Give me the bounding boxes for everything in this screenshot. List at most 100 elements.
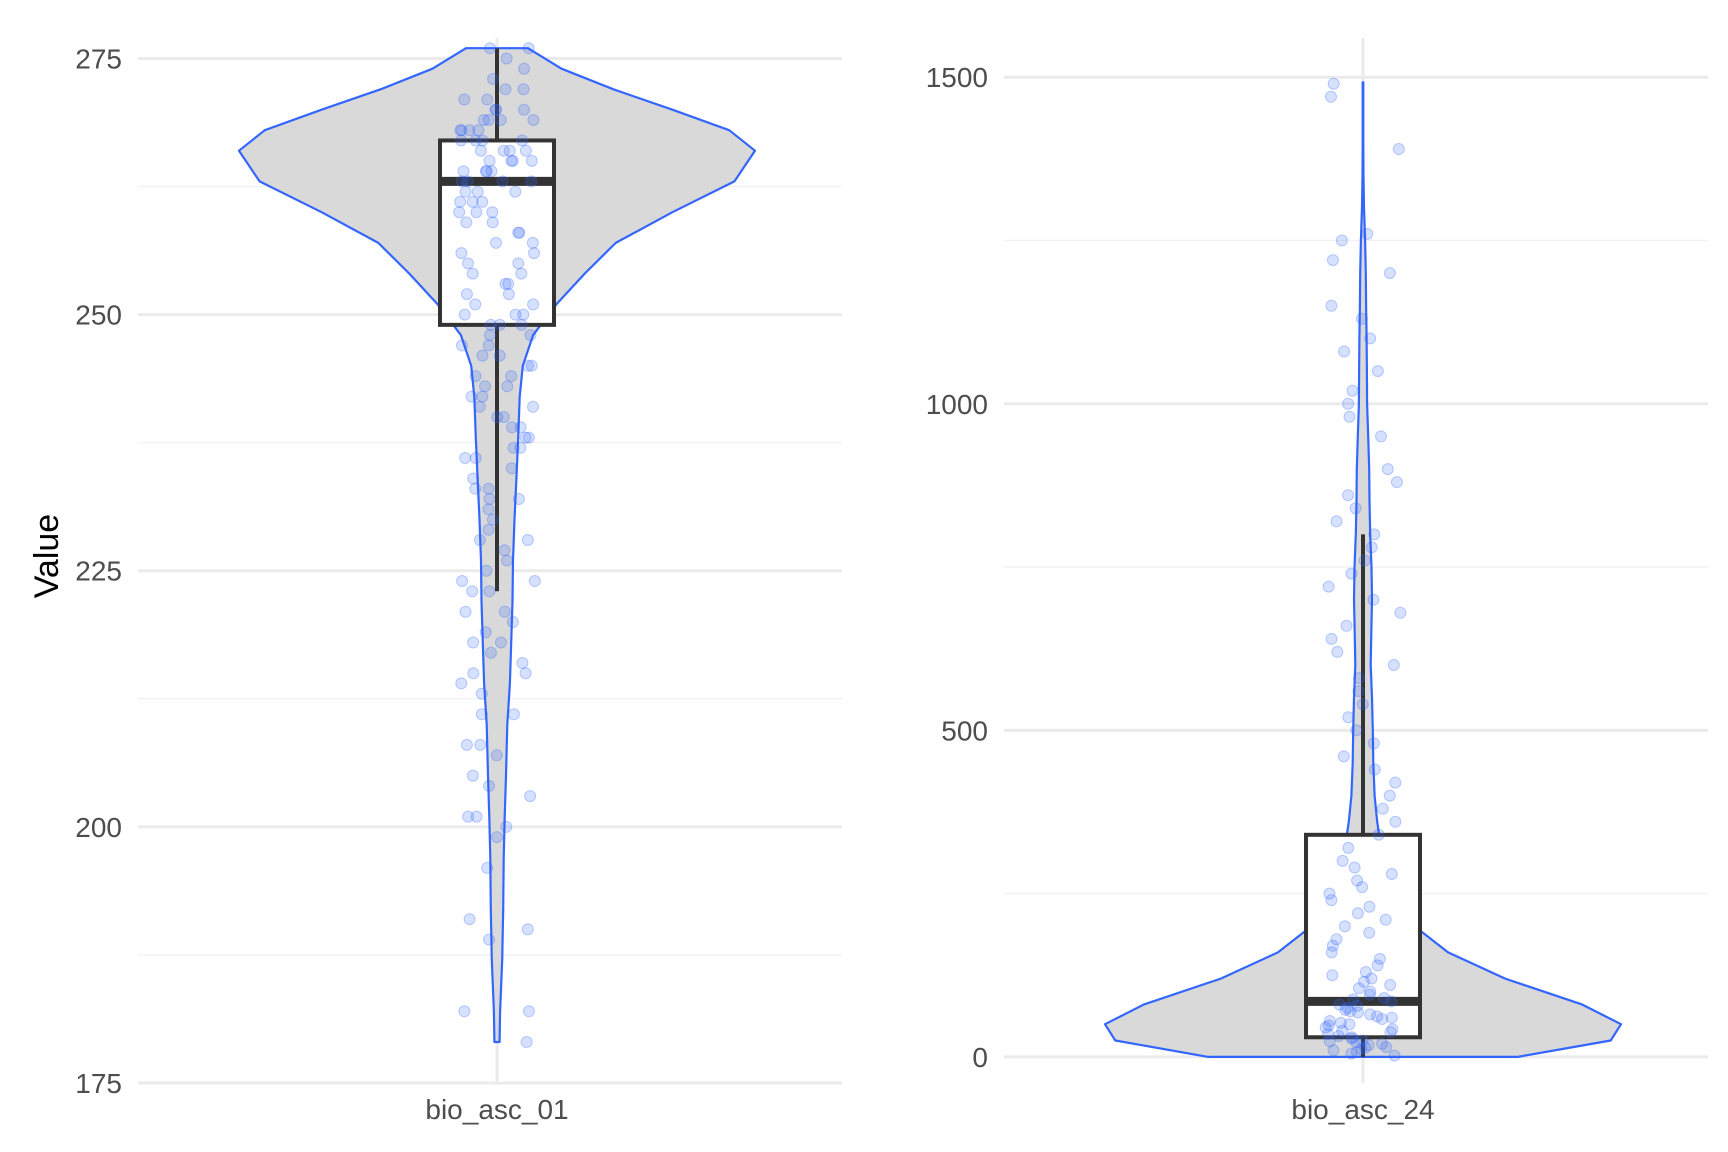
- data-point: [501, 554, 513, 567]
- data-point: [1383, 267, 1396, 280]
- data-point: [480, 165, 493, 178]
- data-point: [507, 708, 520, 721]
- data-point: [461, 175, 474, 188]
- data-point: [524, 790, 537, 803]
- data-point: [482, 523, 495, 536]
- data-point: [482, 482, 495, 495]
- data-point: [1353, 672, 1365, 685]
- data-point: [1327, 1044, 1340, 1057]
- data-point: [1351, 907, 1364, 920]
- data-point: [1335, 234, 1348, 247]
- data-point: [484, 42, 496, 55]
- data-point: [518, 103, 531, 116]
- data-point: [1334, 1016, 1347, 1029]
- data-point: [491, 411, 504, 424]
- data-point: [1373, 952, 1386, 965]
- data-point: [1326, 939, 1339, 952]
- data-point: [1364, 1008, 1377, 1021]
- data-point: [1368, 528, 1381, 541]
- data-point: [525, 175, 538, 188]
- data-point: [1378, 992, 1391, 1005]
- data-point: [1384, 1026, 1397, 1039]
- data-point: [1388, 1049, 1401, 1062]
- data-point: [1392, 143, 1405, 155]
- data-point: [521, 359, 534, 372]
- boxplot-bio-asc-24: [1304, 534, 1422, 1057]
- data-point: [1352, 982, 1365, 995]
- data-point: [1363, 926, 1376, 939]
- data-point: [1376, 802, 1389, 815]
- data-point: [1385, 1011, 1398, 1024]
- data-point: [1390, 476, 1403, 489]
- data-point: [1339, 1003, 1352, 1016]
- data-point: [1343, 410, 1356, 423]
- data-point: [472, 124, 485, 137]
- data-point: [525, 359, 538, 372]
- data-point: [481, 93, 494, 106]
- data-point: [1322, 1019, 1335, 1032]
- data-point: [514, 441, 527, 454]
- data-point: [1362, 1039, 1375, 1052]
- data-point: [1364, 985, 1377, 998]
- data-point: [1350, 724, 1363, 737]
- y-tick-label: 200: [75, 812, 122, 843]
- data-point: [1361, 227, 1374, 240]
- data-point: [458, 308, 471, 321]
- data-point: [467, 636, 480, 649]
- data-point: [1389, 776, 1402, 789]
- data-point: [455, 124, 468, 137]
- data-point: [499, 277, 512, 290]
- data-point: [506, 154, 519, 167]
- data-point: [502, 288, 515, 301]
- data-point: [1371, 959, 1384, 972]
- data-point: [462, 810, 475, 823]
- data-point: [486, 206, 499, 219]
- data-point: [460, 216, 473, 229]
- data-point: [479, 165, 492, 178]
- data-point: [1342, 397, 1355, 410]
- data-point: [459, 452, 472, 464]
- data-point: [483, 329, 496, 342]
- data-point: [1338, 345, 1351, 358]
- data-point: [1343, 1018, 1356, 1031]
- data-point: [528, 575, 541, 587]
- data-point: [462, 257, 474, 270]
- data-point: [455, 677, 468, 690]
- data-point: [484, 318, 497, 331]
- data-point: [1359, 1041, 1372, 1054]
- data-point: [517, 83, 530, 96]
- data-point: [480, 564, 493, 577]
- data-point: [1351, 999, 1364, 1012]
- data-point: [476, 134, 489, 147]
- data-point: [1338, 920, 1351, 933]
- data-point: [1375, 430, 1387, 443]
- data-point: [482, 503, 495, 516]
- data-point: [1325, 894, 1338, 907]
- data-point: [498, 605, 511, 618]
- data-point: [506, 421, 518, 434]
- data-point: [455, 175, 468, 188]
- data-point: [522, 431, 535, 444]
- data-point: [479, 380, 492, 393]
- data-point: [467, 472, 480, 485]
- data-point: [469, 134, 482, 147]
- y-tick-label: 275: [75, 43, 122, 74]
- data-point: [522, 1005, 535, 1018]
- data-point: [470, 810, 483, 823]
- data-point: [473, 534, 486, 546]
- data-point: [482, 339, 495, 352]
- panel-2-y-tick-labels: 0 500 1000 1500: [926, 62, 988, 1073]
- data-point: [509, 308, 522, 321]
- data-point: [455, 247, 468, 260]
- data-point: [466, 267, 479, 280]
- data-point: [500, 52, 513, 65]
- data-point: [1383, 789, 1396, 802]
- box-iqr: [438, 138, 556, 327]
- data-point: [516, 134, 529, 147]
- data-point: [490, 103, 503, 116]
- y-tick-label: 500: [941, 715, 988, 746]
- data-point: [1319, 1021, 1332, 1034]
- data-point: [489, 103, 502, 116]
- data-point: [1376, 1037, 1388, 1050]
